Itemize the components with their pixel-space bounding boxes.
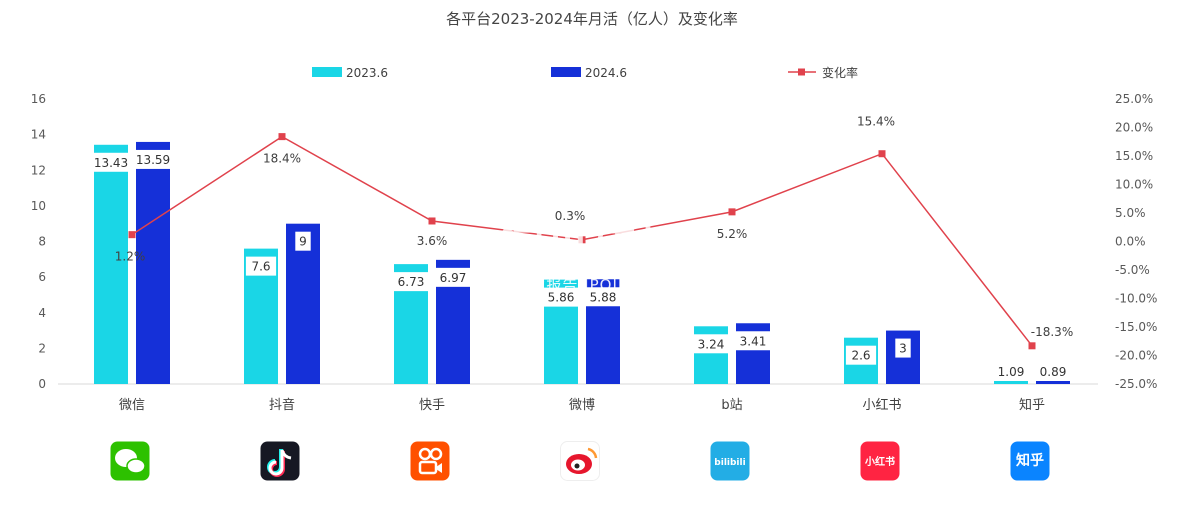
bar-label-2023: 5.86 [548,291,575,305]
left-axis-tick: 10 [31,199,46,213]
legend-label-rate: 变化率 [822,65,858,80]
right-axis-tick: 15.0% [1115,149,1153,163]
bar-label-2023: 2.6 [851,349,870,363]
left-axis-tick: 16 [31,92,46,106]
xiaohongshu-icon-text: 小红书 [864,455,895,468]
bar-label-2024: 3.41 [740,334,767,348]
bar-label-2023: 13.43 [94,156,128,170]
bar-2023 [94,144,128,384]
rate-point [728,208,736,216]
bar-label-2023: 7.6 [251,260,270,274]
bar-label-2023-bg [542,287,580,307]
bar-label-2023-bg [392,272,430,292]
right-axis-tick: 10.0% [1115,178,1153,192]
zhihu-icon: 知乎 [1010,441,1050,481]
rate-label: 3.6% [417,234,448,248]
x-axis-category: 抖音 [269,397,295,413]
rate-point [878,150,886,158]
x-axis-category: 微信 [119,398,145,413]
rate-label: -18.3% [1031,325,1073,339]
bar-2024 [136,141,170,384]
legend-marker-rate [798,68,805,76]
left-axis-tick: 2 [38,341,46,355]
bar-label-2023-bg [88,152,134,172]
bar-label-2024-bg [434,267,472,287]
bar-label-2024: 5.88 [590,290,617,304]
bar-label-2023-bg [245,256,277,276]
chart-title: 各平台2023-2024年月活（亿人）及变化率 [446,10,738,28]
platform-icons: bilibili 小红书 知乎 [110,441,1050,481]
bilibili-icon: bilibili [710,441,750,481]
rate-label: 18.4% [263,152,301,166]
right-axis-tick: 5.0% [1115,206,1146,220]
kuaishou-icon [410,441,450,481]
left-axis: 0 2 4 6 8 10 12 14 16 [31,92,46,391]
wechat-icon [110,441,150,481]
bar-label-2024: 9 [299,235,307,249]
x-axis-category: b站 [721,398,742,413]
legend-label-2023: 2023.6 [346,66,388,80]
right-axis-tick: 20.0% [1115,121,1153,135]
rate-point [1028,342,1036,350]
zhihu-icon-text: 知乎 [1016,452,1044,469]
left-axis-tick: 0 [38,377,46,391]
left-axis-tick: 12 [31,163,46,177]
rate-label: 0.3% [555,209,586,223]
right-axis-tick: -10.0% [1115,292,1157,306]
x-axis-category: 知乎 [1019,397,1045,413]
right-axis-tick: -25.0% [1115,377,1157,391]
rate-label: 15.4% [857,115,895,129]
rate-point [428,217,436,225]
rate-point [578,236,586,244]
bar-label-2024: 0.89 [1040,365,1067,379]
rate-label: 5.2% [717,227,748,241]
right-axis-tick: 0.0% [1115,235,1146,249]
legend-label-2024: 2024.6 [585,66,627,80]
bar-label-2023-bg [692,334,730,354]
bar-label-2023: 1.09 [998,365,1025,379]
right-axis: -25.0% -20.0% -15.0% -10.0% -5.0% 0.0% 5.0% 10.… [1115,92,1157,391]
bar-label-2024: 13.59 [136,153,170,167]
bar-label-2024-bg [1034,362,1072,381]
watermark-sub: 行业报告 IPOIPO.CN [514,276,669,294]
x-axis-category: 快手 [419,398,445,413]
weibo-icon [560,441,600,481]
legend: 2023.6 2024.6 变化率 [312,65,858,80]
bar-label-2023: 6.73 [398,275,425,289]
bar-label-2024-bg [734,331,772,351]
xiaohongshu-icon: 小红书 [860,441,900,481]
bar-label-2024-bg [584,287,622,307]
right-axis-tick: -15.0% [1115,320,1157,334]
x-axis-category: 小红书 [862,397,901,413]
bar-label-2023-bg [845,345,877,365]
bar-label-2024: 6.97 [440,271,467,285]
bar-label-2024-bg [295,231,311,251]
bars: 13.43 13.59 7.6 9 6.73 6.97 5.86 5.88 3.24 3.41 2.… [88,141,1072,384]
left-axis-tick: 14 [31,128,46,142]
right-axis-tick: -5.0% [1115,263,1150,277]
watermark-main: 洞见研报 [500,224,684,275]
rate-point [128,231,136,239]
left-axis-tick: 4 [38,306,46,320]
right-axis-tick: 25.0% [1115,92,1153,106]
rate-line: 1.2% 18.4% 3.6% 0.3% 5.2% 15.4% -18.3% [115,115,1073,350]
douyin-icon [260,441,300,481]
rate-point [278,133,286,141]
bar-label-2023-bg [992,362,1030,381]
right-axis-tick: -20.0% [1115,349,1157,363]
left-axis-tick: 6 [38,270,46,284]
bar-label-2024: 3 [899,342,907,356]
category-labels: 微信 抖音 快手 微博 b站 小红书 知乎 [119,397,1045,413]
rate-label: 1.2% [115,250,146,264]
legend-swatch-2024 [551,67,581,77]
bar-label-2024-bg [130,149,176,169]
bar-label-2024-bg [895,338,911,358]
x-axis-category: 微博 [569,398,595,413]
bilibili-icon-text: bilibili [714,458,745,468]
watermark: 洞见研报 行业报告 IPOIPO.CN [500,224,684,294]
left-axis-tick: 8 [38,235,46,249]
legend-swatch-2023 [312,67,342,77]
bar-label-2023: 3.24 [698,337,725,351]
